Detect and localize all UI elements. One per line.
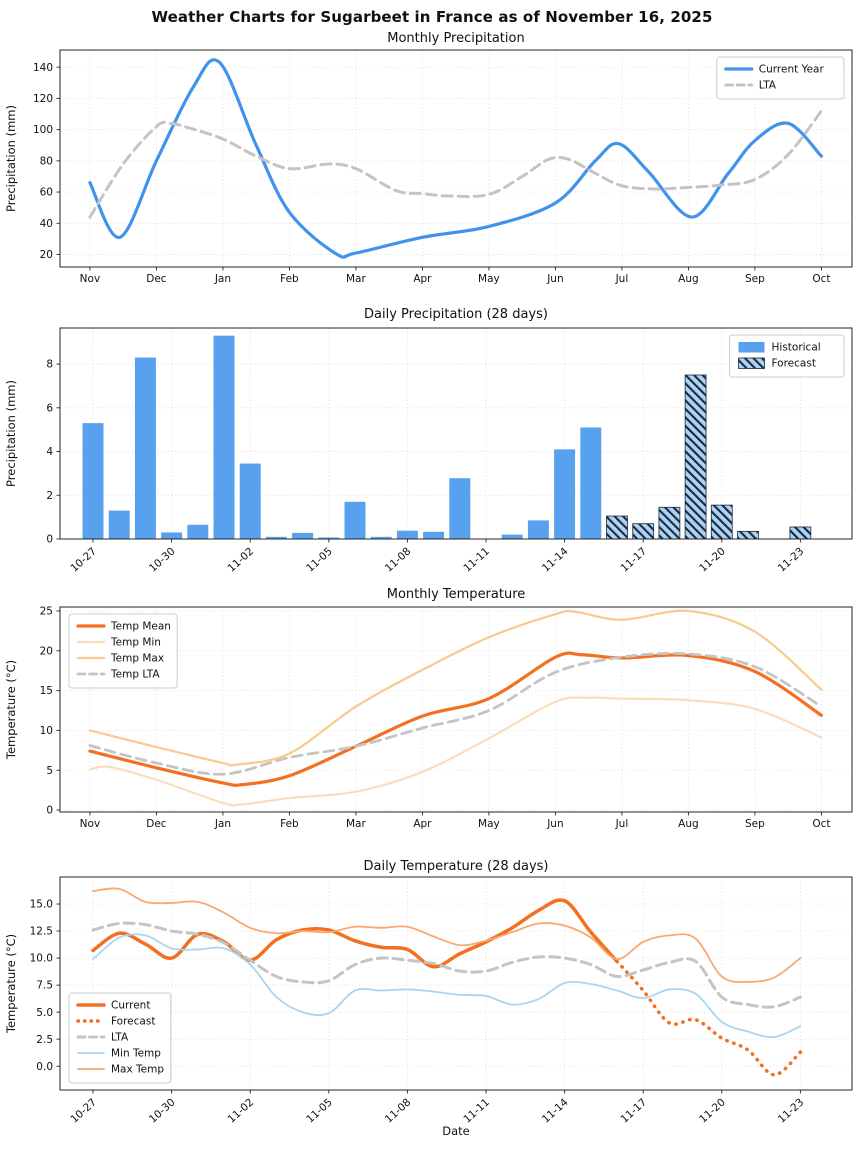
svg-text:Max Temp: Max Temp — [111, 1064, 164, 1076]
svg-text:LTA: LTA — [759, 80, 777, 92]
svg-text:Aug: Aug — [678, 818, 699, 830]
svg-text:11-23: 11-23 — [776, 1096, 807, 1125]
svg-text:2.5: 2.5 — [36, 1034, 53, 1046]
svg-text:11-08: 11-08 — [383, 1096, 414, 1125]
charts-container: Nov Dec Jan Feb Mar Apr May Jun Jul Aug Sep Oct 20 40… — [0, 26, 864, 1152]
svg-text:May: May — [478, 273, 500, 285]
svg-text:Feb: Feb — [280, 273, 299, 285]
svg-text:Apr: Apr — [413, 273, 432, 285]
svg-text:11-17: 11-17 — [618, 1096, 649, 1125]
svg-text:20: 20 — [40, 249, 53, 261]
svg-text:11-23: 11-23 — [776, 545, 807, 574]
svg-text:Oct: Oct — [812, 818, 830, 830]
svg-text:Jan: Jan — [214, 818, 231, 830]
svg-text:Oct: Oct — [812, 273, 830, 285]
svg-text:May: May — [478, 818, 500, 830]
svg-text:10-30: 10-30 — [147, 1096, 178, 1125]
svg-text:120: 120 — [33, 93, 53, 105]
svg-text:0.0: 0.0 — [36, 1061, 53, 1073]
svg-text:5: 5 — [46, 765, 53, 777]
svg-text:10.0: 10.0 — [30, 953, 53, 965]
daily-temperature-chart: 10-27 10-30 11-02 11-05 11-08 11-11 11-14 11-17… — [4, 859, 853, 1138]
svg-text:10-30: 10-30 — [147, 545, 178, 574]
svg-text:11-08: 11-08 — [383, 545, 414, 574]
svg-text:80: 80 — [40, 155, 53, 167]
figure-title: Weather Charts for Sugarbeet in France a… — [151, 8, 713, 26]
svg-text:Feb: Feb — [280, 818, 299, 830]
svg-text:25: 25 — [40, 606, 53, 618]
svg-text:Jul: Jul — [615, 818, 629, 830]
svg-text:100: 100 — [33, 124, 53, 136]
svg-text:Jun: Jun — [546, 273, 563, 285]
svg-text:4: 4 — [46, 446, 53, 458]
svg-text:11-02: 11-02 — [226, 545, 257, 574]
svg-text:10-27: 10-27 — [68, 545, 99, 574]
svg-text:Current Year: Current Year — [759, 64, 825, 76]
svg-text:2: 2 — [46, 490, 53, 502]
svg-text:11-11: 11-11 — [461, 545, 492, 574]
svg-text:10: 10 — [40, 725, 53, 737]
svg-text:Temp LTA: Temp LTA — [110, 669, 160, 681]
svg-text:Sep: Sep — [745, 273, 765, 285]
svg-text:140: 140 — [33, 62, 53, 74]
svg-text:Forecast: Forecast — [111, 1016, 155, 1028]
svg-text:60: 60 — [40, 187, 53, 199]
svg-text:Jun: Jun — [546, 818, 563, 830]
svg-text:11-05: 11-05 — [304, 545, 335, 574]
svg-text:LTA: LTA — [111, 1032, 129, 1044]
monthly-precipitation-chart: Nov Dec Jan Feb Mar Apr May Jun Jul Aug Sep Oct 20 40… — [4, 31, 853, 285]
svg-text:Daily Precipitation (28 days): Daily Precipitation (28 days) — [364, 307, 548, 322]
svg-text:0: 0 — [46, 805, 53, 817]
svg-text:Sep: Sep — [745, 818, 765, 830]
svg-text:8: 8 — [46, 359, 53, 371]
svg-text:Temperature (°C): Temperature (°C) — [4, 660, 18, 760]
svg-text:11-11: 11-11 — [461, 1096, 492, 1125]
svg-text:11-20: 11-20 — [697, 1096, 728, 1125]
svg-text:11-14: 11-14 — [540, 1096, 571, 1126]
svg-text:Monthly Temperature: Monthly Temperature — [387, 587, 526, 602]
svg-text:Temp Max: Temp Max — [110, 653, 164, 665]
svg-text:12.5: 12.5 — [30, 926, 53, 938]
svg-text:Temp Mean: Temp Mean — [110, 621, 171, 633]
svg-text:40: 40 — [40, 218, 53, 230]
svg-text:11-05: 11-05 — [304, 1096, 335, 1125]
svg-text:Min Temp: Min Temp — [111, 1048, 161, 1060]
svg-text:Historical: Historical — [772, 342, 821, 354]
svg-text:Monthly Precipitation: Monthly Precipitation — [387, 31, 524, 46]
svg-text:Nov: Nov — [80, 273, 101, 285]
svg-text:Date: Date — [442, 1124, 470, 1138]
svg-text:Temp Min: Temp Min — [110, 637, 161, 649]
svg-text:20: 20 — [40, 645, 53, 657]
svg-text:Nov: Nov — [80, 818, 101, 830]
svg-text:6: 6 — [46, 402, 53, 414]
monthly-temperature-chart: Nov Dec Jan Feb Mar Apr May Jun Jul Aug Sep Oct 0 5 10… — [4, 587, 853, 830]
svg-text:Jan: Jan — [214, 273, 231, 285]
svg-text:11-17: 11-17 — [618, 545, 649, 574]
svg-text:Dec: Dec — [146, 818, 167, 830]
svg-text:Temperature (°C): Temperature (°C) — [4, 934, 18, 1034]
svg-text:Mar: Mar — [346, 273, 366, 285]
svg-text:Daily Temperature (28 days): Daily Temperature (28 days) — [363, 859, 548, 874]
svg-text:11-14: 11-14 — [540, 545, 571, 575]
svg-text:Jul: Jul — [615, 273, 629, 285]
svg-text:Mar: Mar — [346, 818, 366, 830]
svg-text:15.0: 15.0 — [30, 899, 53, 911]
svg-text:15: 15 — [40, 685, 53, 697]
svg-text:11-20: 11-20 — [697, 545, 728, 574]
svg-text:Precipitation (mm): Precipitation (mm) — [4, 105, 18, 212]
svg-text:Current: Current — [111, 1000, 150, 1012]
svg-text:Apr: Apr — [413, 818, 432, 830]
svg-text:11-02: 11-02 — [226, 1096, 257, 1125]
svg-text:10-27: 10-27 — [68, 1096, 99, 1125]
svg-text:0: 0 — [46, 534, 53, 546]
svg-text:Dec: Dec — [146, 273, 167, 285]
svg-text:Forecast: Forecast — [772, 358, 816, 370]
svg-text:5.0: 5.0 — [36, 1007, 53, 1019]
svg-text:Aug: Aug — [678, 273, 699, 285]
daily-precipitation-chart: 10-27 10-30 11-02 11-05 11-08 11-11 11-14 11-17… — [4, 307, 853, 575]
svg-text:7.5: 7.5 — [36, 980, 53, 992]
svg-text:Precipitation (mm): Precipitation (mm) — [4, 380, 18, 487]
